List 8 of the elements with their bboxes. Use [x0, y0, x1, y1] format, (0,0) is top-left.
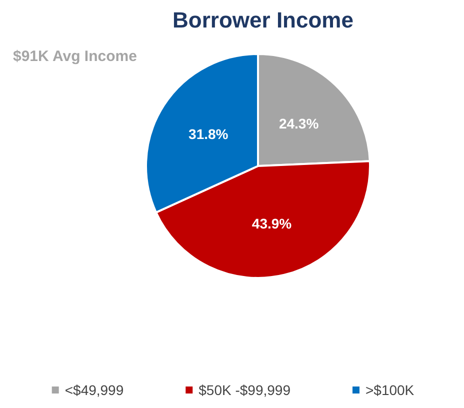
chart-subtitle: $91K Avg Income — [13, 48, 137, 65]
chart-title: Borrower Income — [172, 8, 354, 32]
data-label: 24.3% — [278, 115, 320, 132]
legend-label: <$49,999 — [64, 382, 124, 398]
data-label: 43.9% — [252, 215, 292, 232]
legend-label: >$100K — [365, 382, 415, 398]
legend-label: $50K -$99,999 — [198, 382, 291, 398]
data-label: 31.8% — [188, 126, 229, 142]
